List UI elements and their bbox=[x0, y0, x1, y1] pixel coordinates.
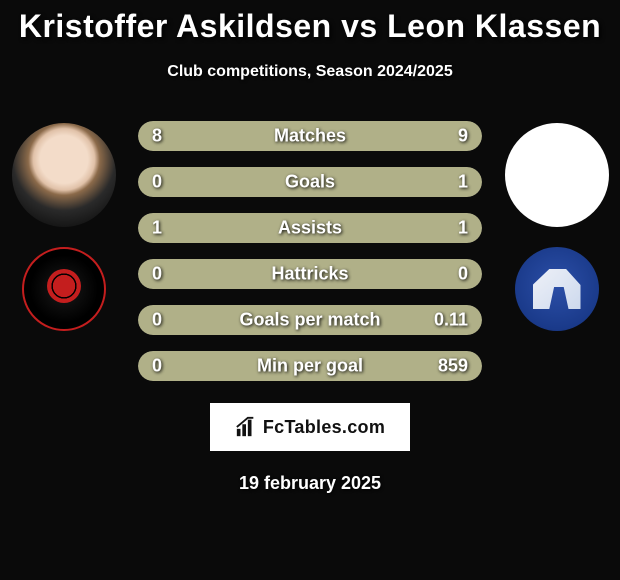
stat-label: Assists bbox=[138, 218, 482, 239]
page-title: Kristoffer Askildsen vs Leon Klassen bbox=[0, 8, 620, 45]
stat-row: 00Hattricks bbox=[138, 259, 482, 289]
player-b-avatar bbox=[505, 123, 609, 227]
stat-row: 0859Min per goal bbox=[138, 351, 482, 381]
player-a-avatar bbox=[12, 123, 116, 227]
player-b-column bbox=[499, 121, 614, 331]
stat-label: Matches bbox=[138, 126, 482, 147]
brand-text: FcTables.com bbox=[263, 417, 385, 438]
page-subtitle: Club competitions, Season 2024/2025 bbox=[0, 63, 620, 81]
stat-bars: 89Matches 01Goals 11Assists 00Hattricks 00.1… bbox=[138, 121, 482, 397]
player-a-club-badge bbox=[22, 247, 106, 331]
stat-row: 89Matches bbox=[138, 121, 482, 151]
stat-label: Goals per match bbox=[138, 310, 482, 331]
stat-label: Min per goal bbox=[138, 356, 482, 377]
comparison-body: 89Matches 01Goals 11Assists 00Hattricks 00.1… bbox=[0, 121, 620, 381]
player-a-column bbox=[6, 121, 121, 331]
snapshot-date: 19 february 2025 bbox=[0, 473, 620, 494]
player-b-club-badge bbox=[515, 247, 599, 331]
brand-icon bbox=[235, 416, 257, 438]
brand-badge: FcTables.com bbox=[210, 403, 410, 451]
stat-row: 01Goals bbox=[138, 167, 482, 197]
stat-label: Hattricks bbox=[138, 264, 482, 285]
stat-row: 11Assists bbox=[138, 213, 482, 243]
comparison-card: Kristoffer Askildsen vs Leon Klassen Clu… bbox=[0, 0, 620, 580]
stat-label: Goals bbox=[138, 172, 482, 193]
stat-row: 00.11Goals per match bbox=[138, 305, 482, 335]
